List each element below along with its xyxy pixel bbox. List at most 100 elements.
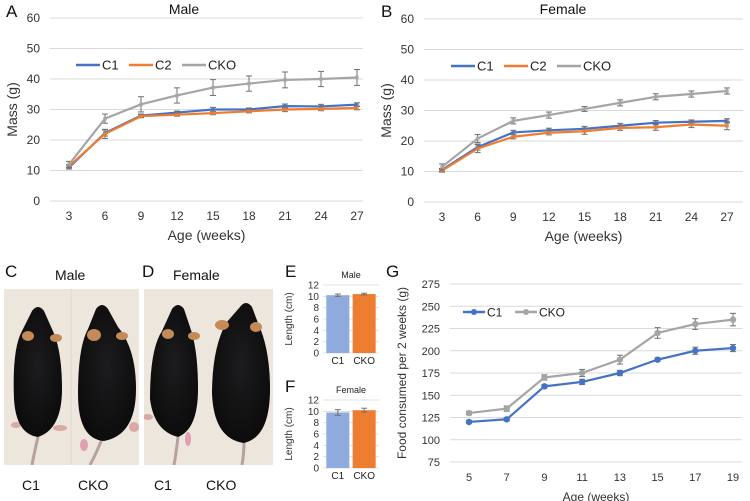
data-point-cko: [465, 409, 473, 417]
y-tick-label: 75: [428, 457, 440, 469]
y-tick-label: 12: [308, 281, 320, 292]
y-tick-label: 4: [313, 441, 319, 452]
data-point-c1: [578, 378, 586, 386]
y-tick-label: 60: [27, 11, 41, 25]
photo-c-label-cko: CKO: [78, 477, 109, 493]
chart-g-food-consumption: 75 100 125 150 175 200 225 250 275 5 7 9 11 13 15 17 19 A…: [395, 279, 742, 501]
x-tick-label: CKO: [353, 471, 375, 482]
x-tick-label: 21: [649, 210, 663, 224]
series-line-cko: [468, 318, 734, 415]
chart-title: Male: [341, 270, 361, 280]
data-point-cko: [725, 88, 729, 93]
photo-d-title: Female: [173, 267, 220, 283]
data-point-cko: [503, 405, 510, 412]
data-point-cko: [319, 77, 323, 81]
x-tick-label: 15: [578, 210, 592, 224]
x-axis-label: Age (weeks): [563, 490, 630, 501]
data-point-c1: [729, 344, 737, 352]
data-point-cko: [355, 75, 359, 80]
data-point-cko: [618, 100, 623, 105]
data-point-c1: [355, 102, 359, 107]
panel-letter-g: G: [386, 262, 400, 281]
y-tick-label: 2: [313, 337, 319, 348]
x-tick-label: C1: [331, 356, 344, 367]
panel-letter-d: D: [142, 262, 155, 281]
data-point-c2: [139, 114, 143, 119]
x-tick-label: 6: [102, 209, 109, 223]
data-point-cko: [67, 162, 71, 167]
x-axis-label: Age (weeks): [168, 227, 246, 243]
x-tick-label: 18: [242, 209, 256, 223]
data-point-cko: [175, 93, 179, 98]
mice-illustration-male: [11, 289, 139, 465]
data-point-cko: [689, 92, 694, 97]
data-point-c2: [582, 129, 587, 134]
data-point-c2: [546, 130, 551, 135]
x-tick-label: 9: [541, 472, 547, 484]
bar-c1: [326, 295, 350, 353]
x-tick-label: 12: [542, 210, 556, 224]
legend-marker-c1: [471, 309, 477, 315]
x-tick-label: 24: [685, 210, 699, 224]
chart-title: Female: [336, 385, 366, 395]
data-point-c1: [692, 347, 699, 354]
y-tick-label: 10: [308, 292, 320, 303]
data-point-c2: [475, 146, 480, 151]
data-point-c1: [211, 107, 215, 112]
data-point-c2: [689, 122, 694, 127]
legend-label-c1: C1: [102, 58, 119, 73]
y-tick-label: 0: [313, 349, 319, 360]
x-tick-label: 18: [613, 210, 627, 224]
legend-label-cko: CKO: [583, 59, 611, 74]
y-tick-label: 125: [422, 413, 440, 425]
data-point-cko: [692, 320, 699, 328]
x-tick-label: 19: [727, 472, 739, 484]
data-point-c2: [618, 125, 623, 130]
photo-d-label-cko: CKO: [206, 477, 237, 493]
mice-illustration-female: [144, 303, 270, 465]
y-tick-label: 10: [401, 165, 415, 179]
chart-b-female-mass: 0 10 20 30 40 50 60 3 6 9 12 15 18 21 24 27 Female Age (w…: [378, 1, 743, 244]
data-point-c1: [503, 416, 510, 423]
panel-letter-c: C: [5, 262, 18, 281]
y-tick-label: 2: [313, 452, 319, 463]
y-tick-label: 200: [422, 346, 440, 358]
data-point-cko: [654, 329, 661, 337]
y-axis-label: Food consumed per 2 weeks (g): [395, 287, 409, 459]
legend-marker-cko: [523, 309, 529, 315]
data-point-cko: [139, 102, 143, 107]
data-point-c2: [175, 112, 179, 117]
x-tick-label: 27: [720, 210, 734, 224]
data-point-cko: [546, 113, 551, 118]
x-axis-label: Age (weeks): [545, 228, 623, 244]
panel-letter-b: B: [381, 2, 393, 21]
data-point-c1: [511, 130, 516, 135]
legend-label-c2: C2: [530, 59, 547, 74]
data-point-c2: [653, 125, 658, 130]
chart-title: Female: [540, 1, 587, 17]
y-tick-label: 275: [422, 279, 440, 291]
y-tick-label: 6: [313, 315, 319, 326]
x-tick-label: 5: [466, 472, 472, 484]
x-tick-label: CKO: [353, 356, 375, 367]
photo-d-label-c1: C1: [154, 477, 172, 493]
chart-title: Male: [169, 1, 200, 17]
y-tick-label: 20: [27, 133, 41, 147]
data-point-c1: [725, 118, 729, 123]
x-tick-label: 17: [689, 472, 701, 484]
y-axis-label: Mass (g): [378, 83, 394, 137]
y-axis-label: Length (cm): [284, 407, 295, 460]
data-point-cko: [283, 77, 287, 82]
y-tick-label: 4: [313, 326, 319, 337]
photo-female-mice: [144, 289, 273, 465]
data-point-cko: [616, 356, 624, 363]
data-point-cko: [247, 81, 251, 86]
data-point-c1: [654, 356, 661, 363]
photo-c-title: Male: [55, 267, 86, 283]
y-axis-label: Mass (g): [4, 82, 20, 136]
x-tick-label: 3: [439, 210, 446, 224]
y-tick-label: 10: [27, 164, 41, 178]
data-point-cko: [578, 369, 586, 377]
